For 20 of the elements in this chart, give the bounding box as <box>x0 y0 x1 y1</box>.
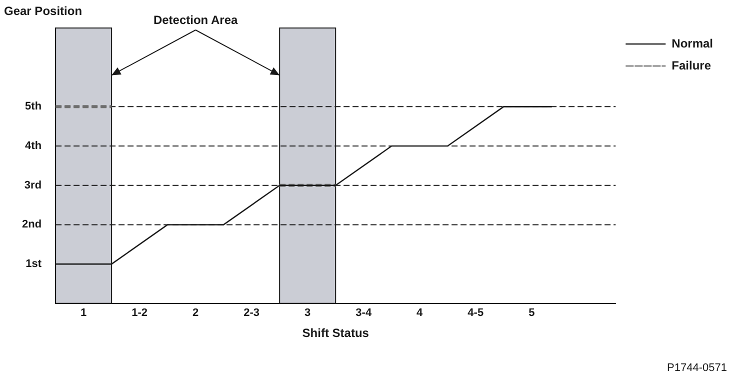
annotation: Detection Area <box>153 13 238 27</box>
x-tick-label: 3 <box>304 307 311 320</box>
text: P1744-0571 <box>667 362 727 374</box>
y-tick-label: 5th <box>25 100 42 113</box>
x-tick-label: 2 <box>192 307 199 320</box>
x-tick-label: 4 <box>416 307 424 320</box>
x-tick-label: 2-3 <box>244 307 260 320</box>
y-tick-label: 1st <box>26 258 42 270</box>
x-axis-title: Shift Status <box>302 326 370 340</box>
x-tick-label: 3-4 <box>356 307 372 320</box>
x-tick-label: 1 <box>80 307 87 320</box>
legend-label: Failure <box>672 58 712 72</box>
x-tick-label: 4-5 <box>468 307 484 320</box>
y-axis-title: Gear Position <box>4 4 82 18</box>
y-tick-label: 2nd <box>22 218 42 231</box>
y-tick-label: 4th <box>25 140 42 152</box>
x-tick-label: 5 <box>528 307 535 320</box>
legend-label: Normal <box>672 36 713 50</box>
y-tick-label: 3rd <box>24 179 42 192</box>
x-tick-label: 1-2 <box>132 307 148 320</box>
